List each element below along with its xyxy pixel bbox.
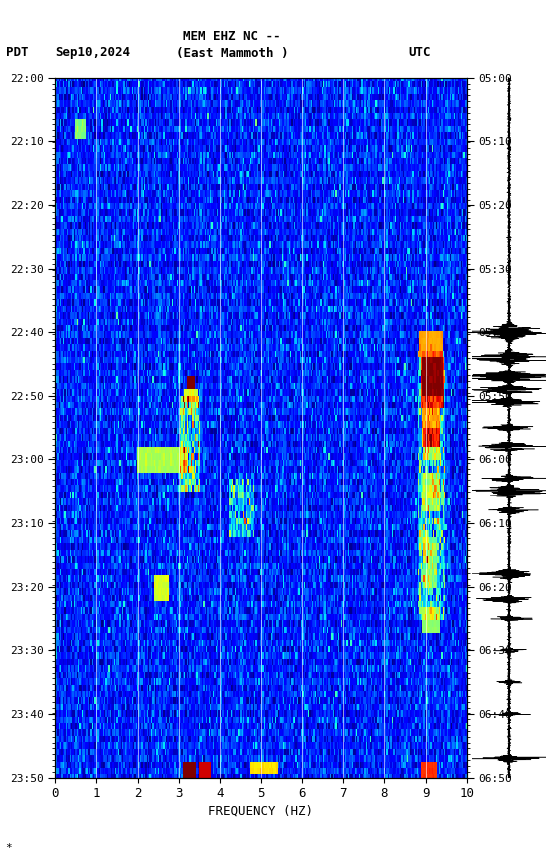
X-axis label: FREQUENCY (HZ): FREQUENCY (HZ) [209, 804, 314, 817]
Text: PDT: PDT [6, 46, 28, 59]
Text: *: * [6, 843, 12, 853]
Text: UTC: UTC [408, 46, 431, 59]
Text: (East Mammoth ): (East Mammoth ) [176, 48, 288, 60]
Text: Sep10,2024: Sep10,2024 [55, 46, 130, 59]
Text: MEM EHZ NC --: MEM EHZ NC -- [183, 30, 280, 43]
